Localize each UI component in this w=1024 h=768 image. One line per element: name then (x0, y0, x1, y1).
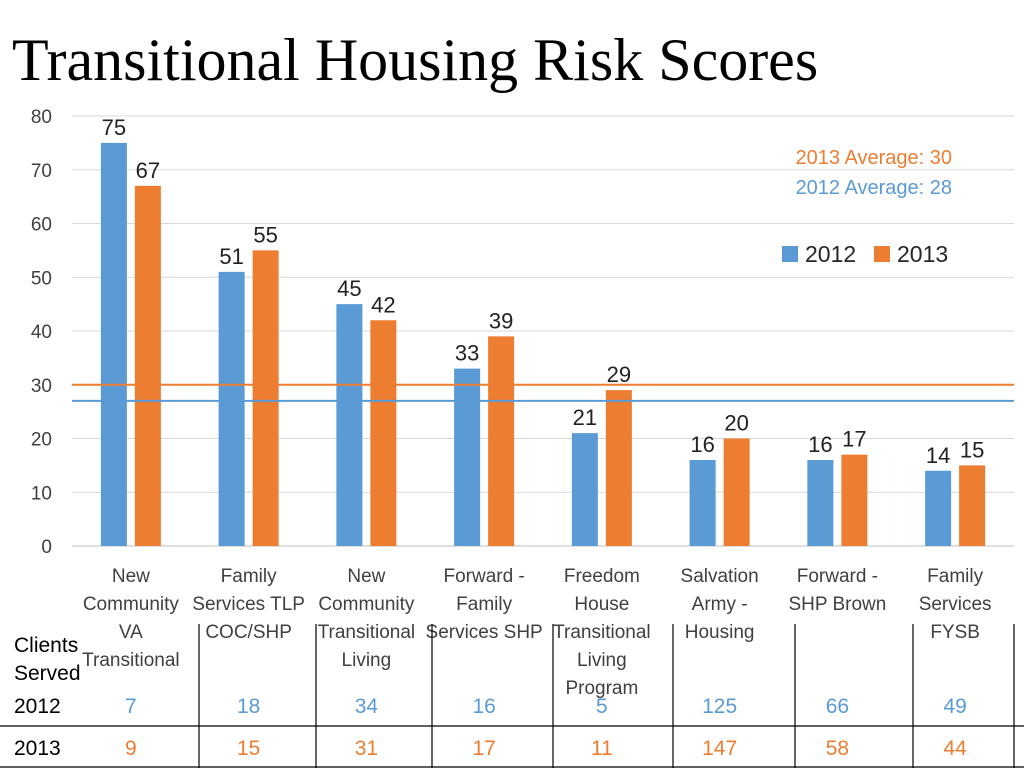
legend-entry: 2012 (805, 241, 856, 267)
category-label: New (112, 566, 150, 587)
category-label: Forward - (797, 566, 878, 587)
average-note-2013: 2013 Average: 30 (796, 147, 952, 169)
category-label: Services (919, 594, 992, 615)
category-label: Family (456, 594, 512, 615)
bar-2013 (134, 185, 161, 546)
category-label: VA (119, 622, 143, 643)
average-note-2012: 2012 Average: 28 (796, 177, 952, 199)
category-label: Community (318, 594, 415, 615)
bar-2013 (605, 390, 632, 546)
category-label: Family (927, 566, 983, 587)
category-label: Housing (685, 622, 755, 643)
bar-2013 (488, 336, 515, 546)
legend-swatch (782, 246, 798, 262)
legend-entry: 2013 (897, 241, 948, 267)
table-cell: 147 (702, 737, 737, 760)
table-cell: 125 (702, 695, 737, 718)
category-label: Army - (692, 594, 748, 615)
data-label: 21 (573, 405, 597, 430)
data-label: 39 (489, 308, 513, 333)
table-cell: 58 (826, 737, 849, 760)
data-label: 16 (808, 432, 832, 457)
category-label: Family (221, 566, 277, 587)
category-label: Freedom (564, 566, 640, 587)
data-label: 55 (253, 222, 277, 247)
bar-2012 (336, 304, 363, 546)
bar-2012 (925, 470, 952, 546)
bar-2013 (252, 250, 279, 546)
legend-swatch (874, 246, 890, 262)
bar-2012 (218, 271, 245, 546)
category-label: SHP Brown (788, 594, 886, 615)
data-label: 33 (455, 341, 479, 366)
table-cell: 31 (355, 737, 378, 760)
table-row-label: 2013 (14, 737, 61, 760)
y-tick-label: 50 (31, 268, 52, 289)
table-cell: 9 (125, 737, 137, 760)
table-cell: 17 (472, 737, 495, 760)
data-label: 67 (136, 158, 160, 183)
category-label: Forward - (443, 566, 524, 587)
bar-2013 (723, 438, 750, 546)
data-label: 42 (371, 292, 395, 317)
table-cell: 5 (596, 695, 608, 718)
y-tick-label: 10 (31, 483, 52, 504)
table-cell: 11 (591, 737, 613, 760)
category-label: FYSB (930, 622, 980, 643)
category-label: COC/SHP (205, 622, 292, 643)
table-cell: 44 (943, 737, 967, 760)
y-tick-label: 30 (31, 376, 52, 397)
table-cell: 15 (237, 737, 260, 760)
data-label: 45 (337, 276, 361, 301)
bar-2013 (841, 454, 868, 546)
category-label: House (574, 594, 629, 615)
data-label: 75 (102, 115, 126, 140)
data-label: 16 (690, 432, 714, 457)
table-cell: 34 (355, 695, 379, 718)
table-row-label: 2012 (14, 695, 61, 718)
bar-2012 (689, 460, 716, 546)
table-cell: 7 (125, 695, 137, 718)
bar-2013 (959, 465, 986, 546)
table-cell: 49 (943, 695, 966, 718)
category-label: Community (83, 594, 180, 615)
table-header-label: Clients (14, 634, 78, 657)
bar-2012 (454, 368, 481, 546)
category-label: Transitional (553, 622, 651, 643)
table-cell: 16 (472, 695, 495, 718)
page-title: Transitional Housing Risk Scores (12, 27, 819, 93)
bar-2012 (807, 460, 834, 546)
category-label: Salvation (681, 566, 759, 587)
data-label: 29 (607, 362, 631, 387)
table-header-label: Served (14, 662, 81, 685)
category-label: Living (577, 650, 627, 671)
y-tick-label: 40 (31, 322, 52, 343)
y-tick-label: 60 (31, 215, 52, 236)
bar-2012 (100, 142, 127, 546)
bar-2012 (571, 433, 598, 546)
category-label: Transitional (318, 622, 416, 643)
data-label: 20 (724, 411, 748, 436)
category-label: New (347, 566, 385, 587)
table-cell: 18 (237, 695, 260, 718)
y-tick-label: 0 (41, 537, 52, 558)
category-label: Transitional (82, 650, 180, 671)
category-label: Services TLP (192, 594, 305, 615)
data-label: 17 (842, 427, 866, 452)
category-label: Living (342, 650, 392, 671)
data-label: 51 (219, 244, 243, 269)
category-label: Program (565, 678, 638, 699)
bar-2013 (370, 320, 397, 546)
y-tick-label: 80 (31, 107, 52, 128)
table-cell: 66 (826, 695, 849, 718)
y-tick-label: 20 (31, 430, 52, 451)
data-label: 14 (926, 443, 950, 468)
y-tick-label: 70 (31, 161, 52, 182)
data-label: 15 (960, 437, 984, 462)
category-label: Services SHP (426, 622, 543, 643)
